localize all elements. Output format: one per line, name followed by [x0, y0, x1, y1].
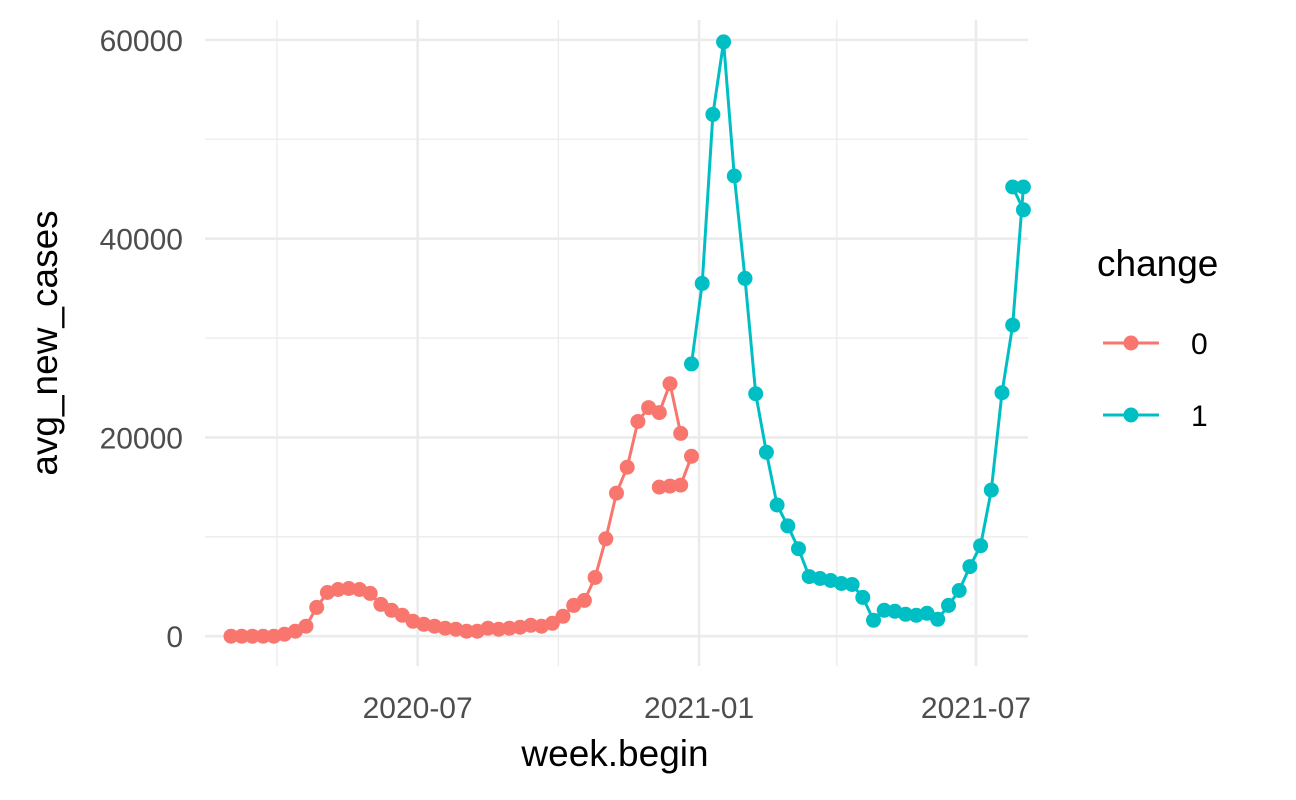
data-point [673, 425, 689, 441]
data-point [769, 497, 785, 513]
data-point [630, 414, 646, 429]
data-point [930, 611, 946, 627]
data-point [951, 583, 967, 598]
data-point [1015, 202, 1031, 218]
tick-labels: 0 20000 40000 60000 2020-07 2021-01 2021-07 [100, 25, 1031, 725]
data-point [223, 628, 239, 644]
x-axis-title: week.begin [520, 733, 708, 774]
data-point [780, 518, 796, 534]
x-tick-label: 2021-07 [921, 692, 1031, 725]
data-point [523, 617, 539, 633]
data-point [737, 270, 753, 286]
legend-title: change [1097, 243, 1218, 284]
data-point [866, 612, 881, 628]
data-point [298, 618, 314, 634]
data-point [973, 538, 989, 554]
x-tick-label: 2021-01 [644, 692, 754, 725]
series-line [231, 382, 683, 638]
legend-item: 1 [1103, 400, 1208, 433]
data-point [1005, 317, 1021, 333]
data-point [555, 608, 571, 624]
data-point [459, 623, 475, 639]
data-point [844, 577, 860, 592]
legend-label: 0 [1191, 328, 1208, 361]
data-point [576, 592, 592, 608]
data-point [544, 615, 560, 631]
data-point [748, 386, 764, 402]
legend-key-point [1123, 335, 1139, 351]
legend-label: 1 [1191, 400, 1208, 433]
data-point [309, 599, 325, 615]
legend-items: 01 [1103, 328, 1208, 433]
data-point [716, 34, 732, 50]
data-point [791, 541, 806, 557]
data-point [758, 444, 774, 460]
series-line [690, 40, 1025, 622]
y-tick-label: 0 [166, 621, 183, 654]
data-point [662, 376, 678, 392]
legend: change 01 [1097, 243, 1218, 433]
data-point [673, 477, 689, 493]
data-point [234, 628, 250, 644]
y-tick-label: 20000 [100, 422, 183, 455]
data-point [994, 385, 1010, 401]
data-point [1005, 179, 1021, 195]
data-point [694, 275, 710, 291]
data-point [587, 570, 603, 585]
data-point [705, 106, 721, 122]
legend-item: 0 [1103, 328, 1208, 361]
data-point [855, 589, 871, 605]
data-point [609, 485, 624, 501]
data-point [255, 628, 271, 644]
data-point [684, 448, 699, 464]
legend-key-point [1123, 407, 1139, 423]
data-point [983, 482, 999, 498]
y-axis-title: avg_new_cases [24, 210, 65, 475]
series-0b [651, 448, 699, 495]
series-layer [223, 34, 1031, 644]
data-point [684, 356, 699, 372]
x-tick-label: 2020-07 [363, 692, 473, 725]
series-0 [223, 376, 689, 644]
data-point [244, 628, 260, 644]
data-point [598, 531, 614, 547]
data-point [962, 559, 978, 575]
data-point [619, 459, 635, 475]
data-point [726, 168, 742, 184]
y-tick-label: 60000 [100, 25, 183, 58]
data-point [651, 405, 667, 421]
series-1 [684, 34, 1031, 628]
data-point [362, 585, 378, 601]
data-point [1015, 179, 1031, 195]
data-point [941, 597, 956, 613]
series-1b [1005, 179, 1031, 218]
grid [205, 20, 1028, 666]
y-tick-label: 40000 [100, 224, 183, 257]
